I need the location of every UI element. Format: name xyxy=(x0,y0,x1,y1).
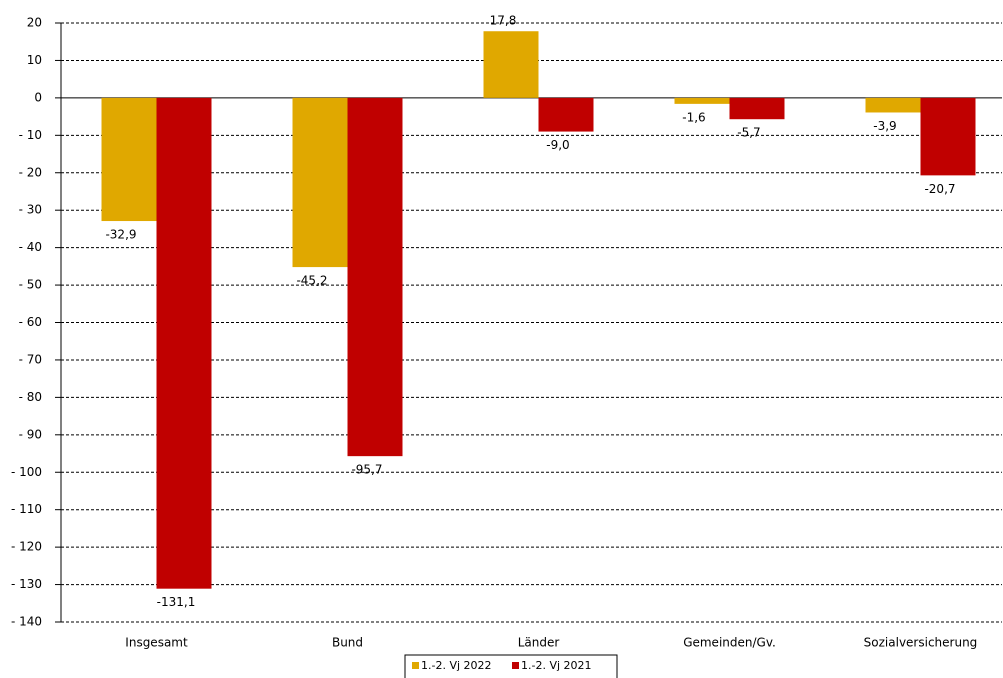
y-tick-label: - 70 xyxy=(19,352,42,366)
bar xyxy=(347,97,403,457)
y-tick-label: - 90 xyxy=(19,427,42,441)
legend: 1.-2. Vj 2022 1.-2. Vj 2021 xyxy=(404,654,618,678)
legend-label: 1.-2. Vj 2021 xyxy=(521,659,592,672)
value-label: -20,7 xyxy=(924,182,955,196)
y-tick-label: 10 xyxy=(27,53,42,67)
value-label: -5,7 xyxy=(737,126,760,140)
value-label: -32,9 xyxy=(105,228,136,242)
value-label: -131,1 xyxy=(157,595,196,609)
bar xyxy=(674,97,730,104)
bar xyxy=(483,31,539,98)
y-tick-label: - 120 xyxy=(11,540,42,554)
bar xyxy=(538,97,594,132)
value-label: -1,6 xyxy=(682,110,705,124)
legend-swatch xyxy=(412,662,419,669)
bar xyxy=(101,97,157,222)
y-tick-label: - 110 xyxy=(11,502,42,516)
y-tick-label: - 30 xyxy=(19,203,42,217)
value-label: -9,0 xyxy=(546,138,569,152)
y-tick-label: - 100 xyxy=(11,465,42,479)
x-tick-label: Bund xyxy=(332,636,363,650)
bar xyxy=(865,97,921,113)
x-tick-label: Sozialversicherung xyxy=(864,636,978,650)
y-tick-label: 20 xyxy=(27,16,42,30)
bar xyxy=(920,97,976,176)
bar xyxy=(292,97,348,268)
y-tick-label: - 130 xyxy=(11,577,42,591)
y-tick-label: - 20 xyxy=(19,165,42,179)
bar xyxy=(156,97,212,589)
y-tick-label: - 40 xyxy=(19,240,42,254)
x-tick-label: Insgesamt xyxy=(125,636,188,650)
x-tick-label: Gemeinden/Gv. xyxy=(683,636,776,650)
y-tick-label: - 140 xyxy=(11,615,42,629)
y-tick-label: - 50 xyxy=(19,278,42,292)
legend-label: 1.-2. Vj 2022 xyxy=(421,659,492,672)
y-tick-label: - 80 xyxy=(19,390,42,404)
y-tick-label: - 10 xyxy=(19,128,42,142)
value-label: 17,8 xyxy=(490,14,517,28)
value-label: -45,2 xyxy=(296,274,327,288)
value-label: -95,7 xyxy=(351,463,382,477)
legend-box xyxy=(404,654,618,678)
bar xyxy=(729,97,785,120)
x-tick-label: Länder xyxy=(518,636,560,650)
legend-swatch xyxy=(512,662,519,669)
y-tick-label: 0 xyxy=(34,90,42,104)
value-label: -3,9 xyxy=(873,119,896,133)
y-tick-label: - 60 xyxy=(19,315,42,329)
